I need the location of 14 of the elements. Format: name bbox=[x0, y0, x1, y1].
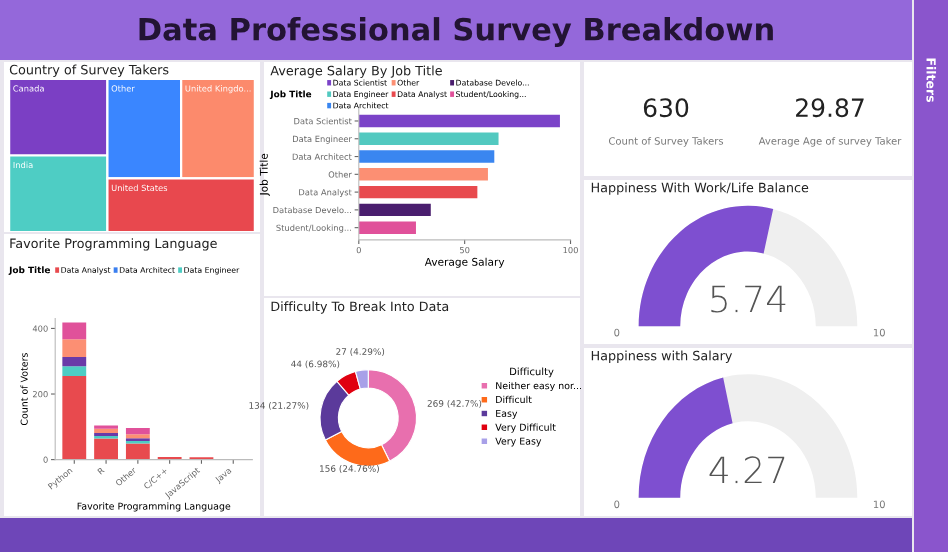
text: 630 bbox=[643, 98, 689, 118]
text: 5.74 bbox=[711, 285, 786, 313]
bar bbox=[125, 443, 150, 460]
bar bbox=[62, 356, 87, 367]
bar bbox=[94, 438, 118, 460]
bar bbox=[62, 366, 87, 376]
text: 4.27 bbox=[709, 456, 785, 484]
text: Data Professional Survey Breakdown bbox=[139, 17, 773, 47]
bar bbox=[62, 375, 87, 460]
bar bbox=[125, 428, 150, 435]
bar bbox=[94, 428, 118, 434]
bar bbox=[62, 339, 87, 357]
bar bbox=[62, 322, 87, 340]
text: 29.87 bbox=[796, 98, 864, 118]
